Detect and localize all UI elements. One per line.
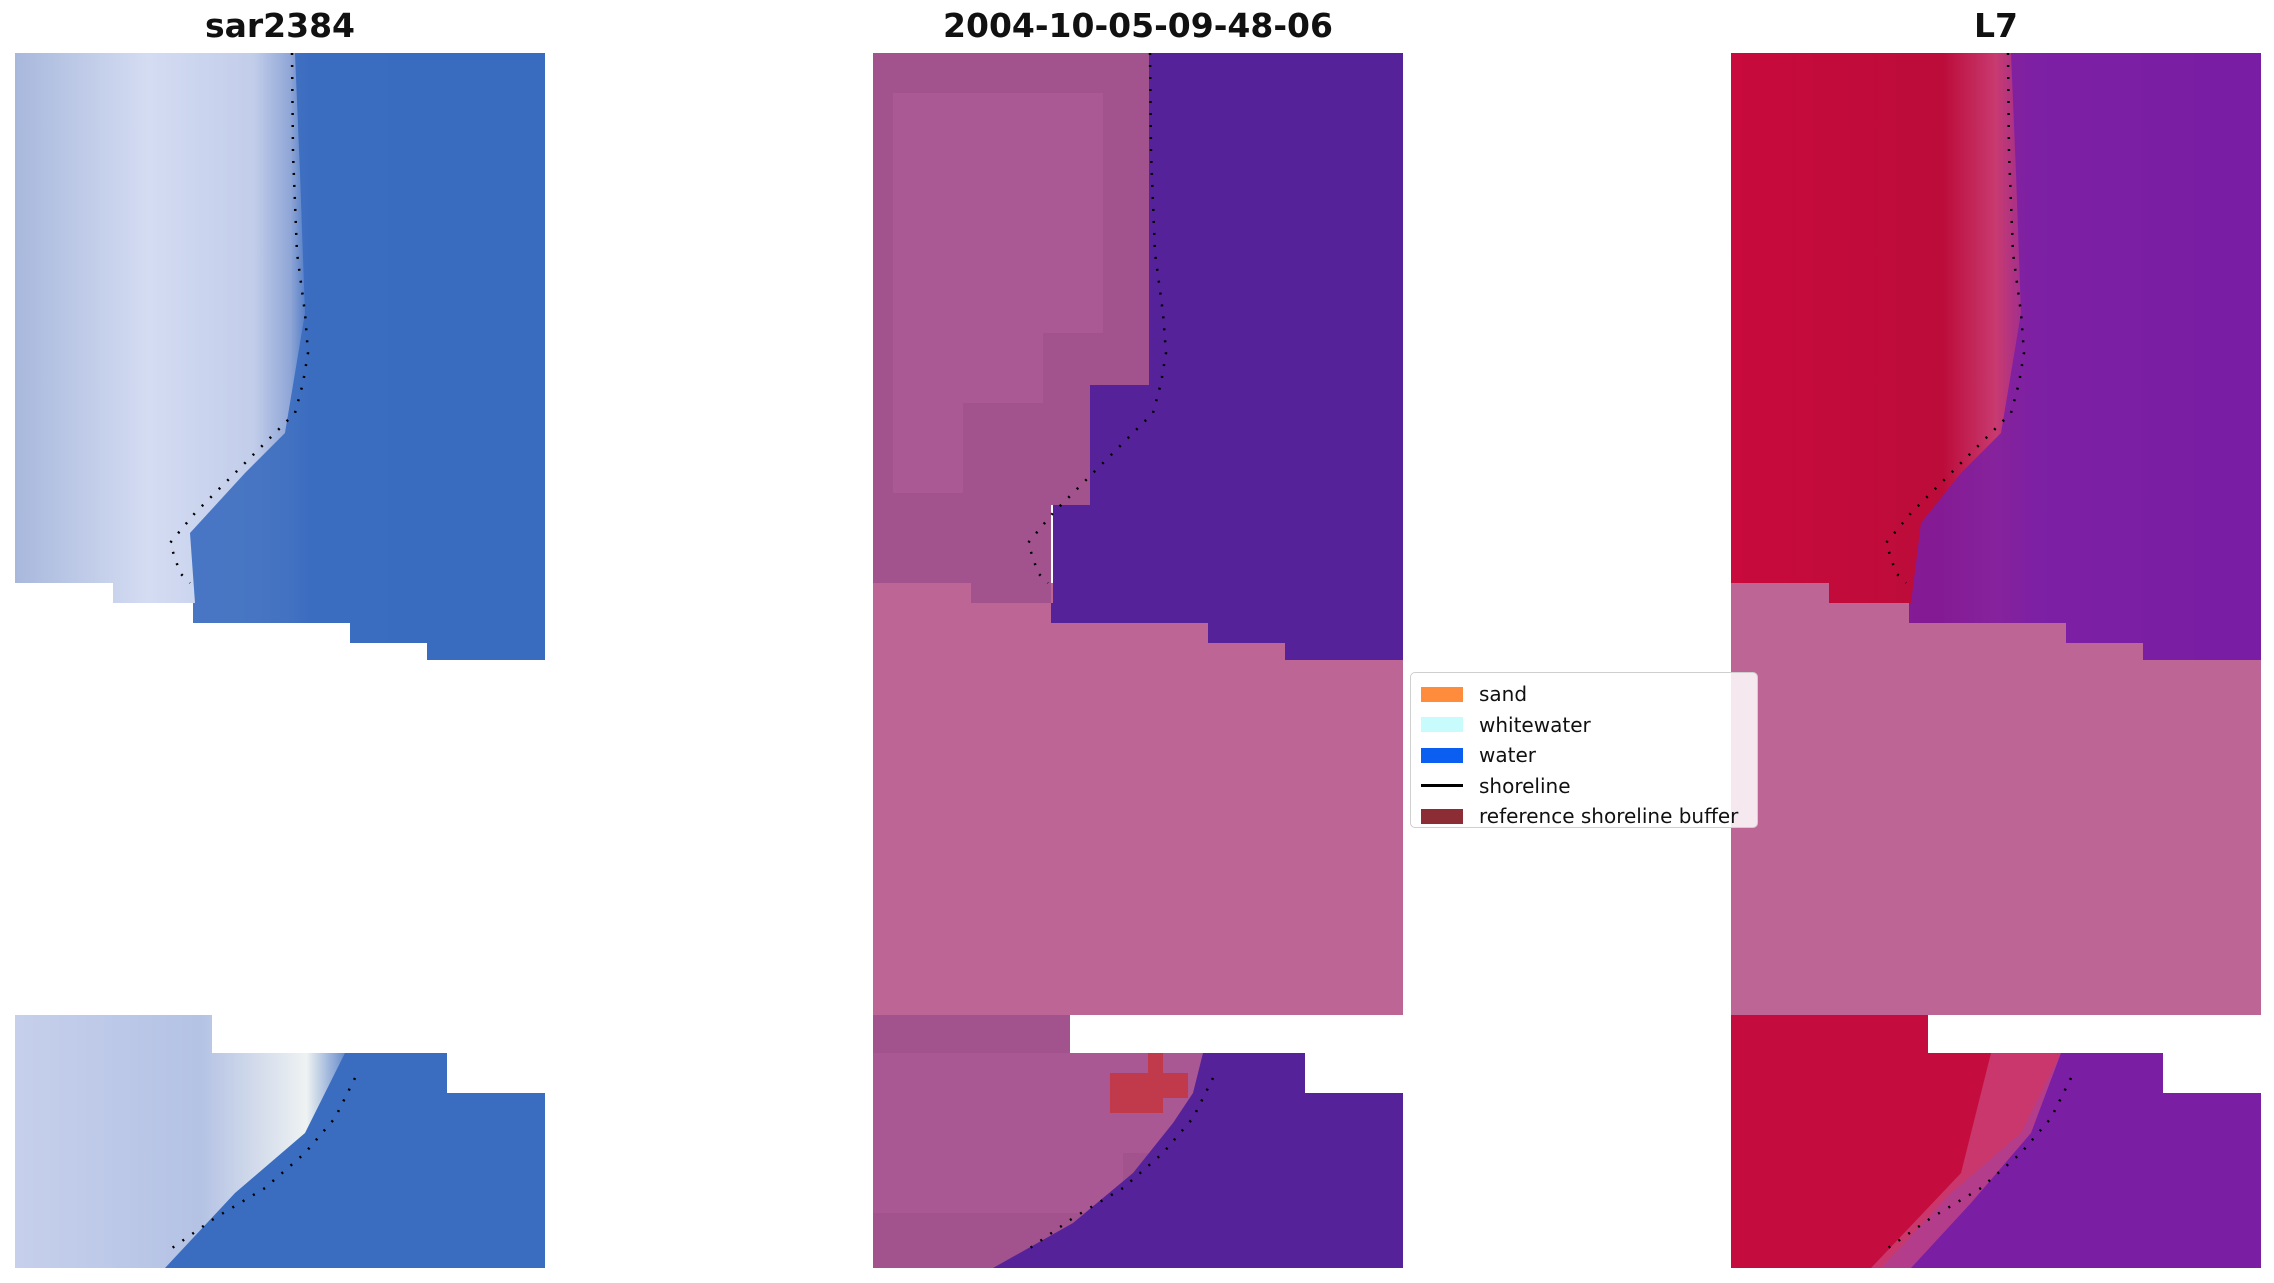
legend-label: sand: [1479, 682, 1528, 707]
buffer-swatch: [1421, 808, 1463, 824]
legend: sand whitewater water shoreline referenc…: [1410, 672, 1758, 828]
sand-swatch: [1421, 686, 1463, 702]
classified-image-panel: [873, 53, 1403, 1268]
index-image-panel: [1731, 53, 2261, 1268]
legend-label: shoreline: [1479, 773, 1571, 798]
legend-label: whitewater: [1479, 712, 1591, 737]
shoreline-swatch: [1421, 784, 1463, 788]
panel-title-classified: 2004-10-05-09-48-06: [943, 6, 1333, 45]
water-region: [1051, 53, 1403, 660]
water-region: [1909, 53, 2261, 660]
water-region: [190, 53, 545, 660]
shoreline-line-bottom: [164, 1077, 357, 1255]
legend-item-whitewater: whitewater: [1421, 710, 1747, 741]
rgb-image-panel: [15, 53, 545, 1268]
legend-label: reference shoreline buffer: [1479, 804, 1739, 829]
shoreline-line-bottom: [1022, 1077, 1215, 1255]
whitewater-swatch: [1421, 717, 1463, 733]
legend-item-shoreline: shoreline: [1421, 771, 1747, 802]
legend-label: water: [1479, 743, 1536, 768]
panel-title-rgb: sar2384: [204, 6, 356, 45]
buffer-patch: [1110, 1053, 1188, 1113]
water-swatch: [1421, 747, 1463, 763]
panel-title-index: L7: [1974, 6, 2018, 45]
legend-item-buffer: reference shoreline buffer: [1421, 801, 1747, 832]
legend-item-water: water: [1421, 740, 1747, 771]
shoreline-line-bottom: [1880, 1077, 2073, 1255]
legend-item-sand: sand: [1421, 679, 1747, 710]
